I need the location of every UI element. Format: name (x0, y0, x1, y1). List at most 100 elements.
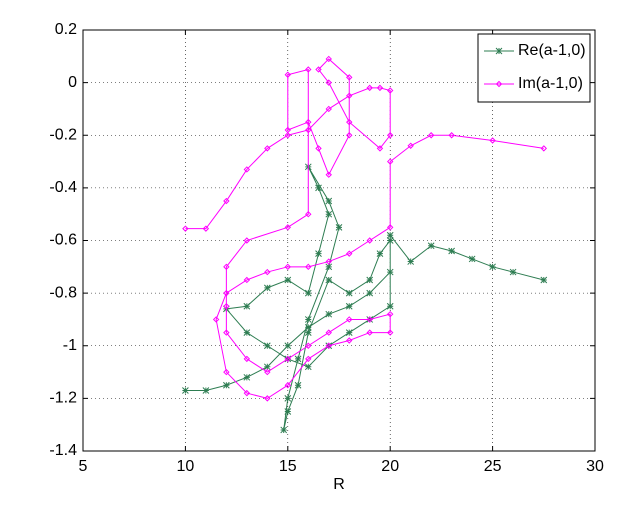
data-point (264, 368, 271, 376)
data-point (243, 237, 251, 244)
y-tick-label: -0.6 (49, 232, 77, 249)
data-point (386, 132, 394, 139)
data-point (468, 255, 476, 263)
x-tick-label: 5 (79, 458, 88, 475)
data-point (335, 223, 343, 231)
data-point (366, 329, 373, 336)
data-point (315, 66, 322, 73)
data-point (223, 289, 230, 297)
data-point (304, 289, 312, 297)
plot-frame (82, 29, 596, 452)
data-point (284, 395, 292, 402)
data-point (305, 342, 312, 349)
x-tick-label: 20 (381, 458, 399, 475)
data-point (366, 237, 373, 244)
data-point (243, 166, 251, 173)
data-point (346, 92, 353, 99)
data-point (243, 302, 251, 310)
series-line (185, 58, 544, 399)
data-point (305, 118, 312, 126)
data-point (489, 137, 496, 144)
legend-marker (495, 80, 503, 88)
data-point (223, 368, 230, 376)
data-point (346, 250, 353, 257)
data-point (345, 289, 353, 297)
data-point (345, 302, 353, 310)
legend-box (477, 33, 591, 103)
x-tick-label: 10 (177, 458, 195, 475)
data-point (540, 145, 548, 152)
data-point (325, 276, 333, 284)
data-point (325, 105, 332, 113)
data-point (243, 355, 251, 363)
data-point (223, 263, 230, 271)
x-tick-label: 25 (484, 458, 502, 475)
data-point (305, 355, 312, 363)
data-point (325, 197, 333, 205)
data-point (427, 132, 435, 139)
y-tick-label: -1.2 (49, 390, 77, 407)
data-point (386, 231, 394, 239)
data-point (386, 310, 394, 318)
data-point (305, 66, 312, 73)
data-point (305, 263, 312, 271)
data-point (284, 71, 292, 78)
x-tick-label: 15 (279, 458, 297, 475)
y-tick-label: -1 (63, 337, 77, 354)
data-point (325, 329, 332, 336)
data-point (325, 342, 332, 349)
data-point (284, 263, 292, 271)
data-point (427, 242, 435, 250)
data-point (386, 268, 394, 276)
data-point (284, 342, 292, 350)
data-point (366, 276, 374, 284)
data-point (509, 268, 517, 276)
data-point (325, 263, 333, 271)
data-point (223, 197, 230, 205)
y-tick-label: -0.2 (49, 126, 77, 143)
legend-label: Im(a-1,0) (518, 75, 583, 92)
data-point (305, 126, 312, 134)
data-point (386, 158, 394, 165)
data-point (366, 316, 373, 323)
data-point (376, 250, 384, 258)
data-point (346, 316, 353, 323)
data-point (376, 145, 384, 152)
data-point (212, 316, 220, 323)
data-point (284, 224, 292, 231)
data-point (284, 408, 292, 415)
data-point (366, 84, 373, 92)
data-point (223, 381, 230, 389)
data-point (345, 329, 353, 336)
data-point (325, 79, 332, 86)
data-point (264, 145, 271, 152)
y-tick-label: -1.4 (49, 442, 77, 459)
x-axis-label: R (333, 476, 345, 493)
data-point (325, 210, 333, 218)
data-point (407, 258, 415, 265)
data-point (325, 310, 333, 318)
data-point (243, 329, 251, 336)
y-tick-label: 0.2 (55, 21, 77, 38)
data-point (223, 303, 230, 310)
data-point (263, 342, 271, 350)
y-tick-label: -0.4 (49, 179, 77, 196)
data-point (346, 118, 353, 126)
data-point (263, 363, 271, 371)
data-point (284, 276, 292, 284)
data-point (325, 55, 332, 63)
data-point (366, 289, 374, 297)
data-point (540, 276, 548, 284)
data-point (294, 381, 302, 389)
data-point (294, 355, 302, 363)
data-point (304, 316, 312, 323)
data-point (304, 363, 312, 371)
data-point (202, 225, 210, 232)
data-point (304, 329, 312, 336)
data-point (305, 210, 312, 218)
data-point (243, 373, 251, 381)
data-point (182, 225, 189, 232)
data-point (346, 132, 353, 139)
data-point (223, 329, 230, 336)
